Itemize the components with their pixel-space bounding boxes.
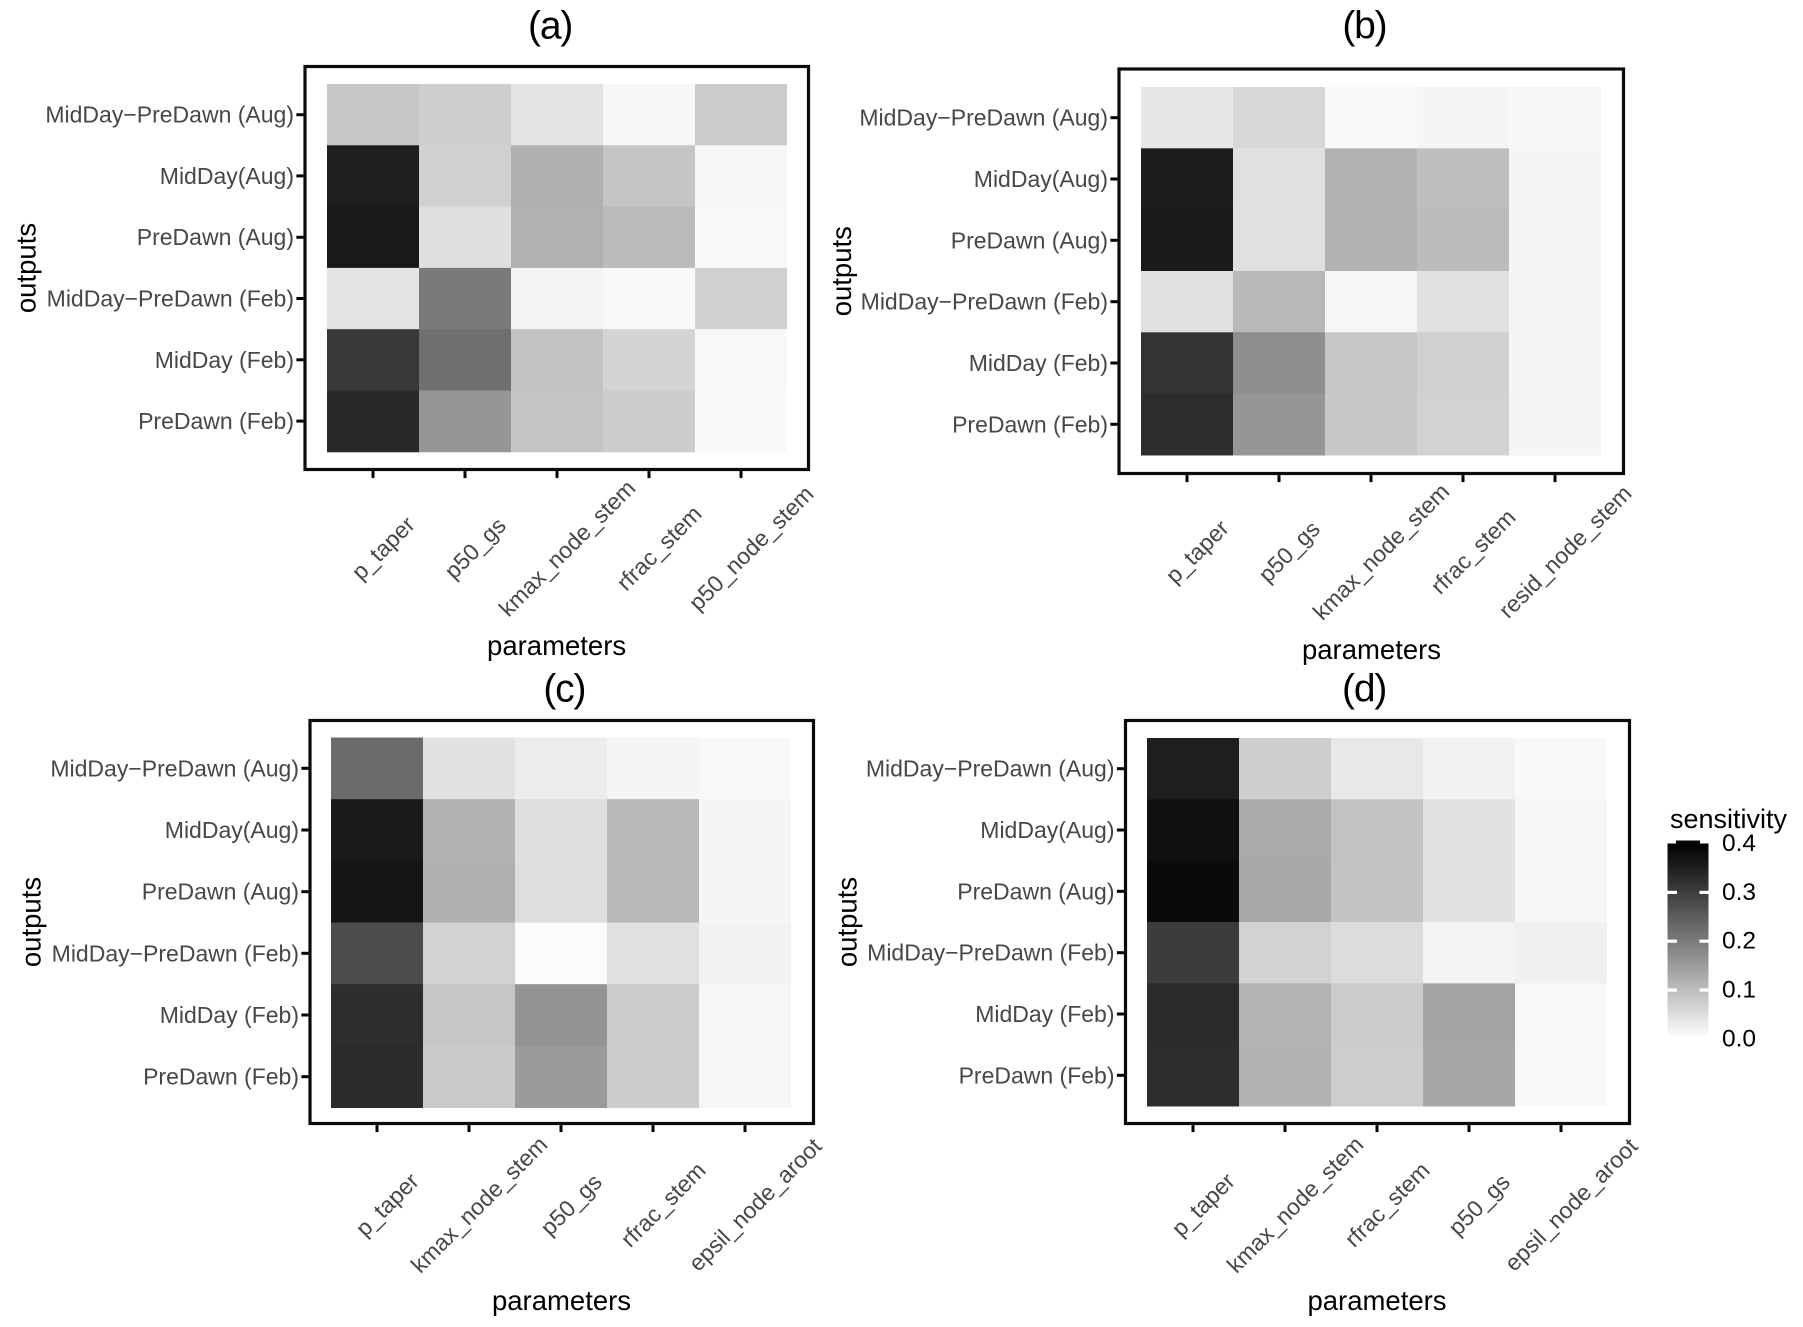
svg-text:MidDay(Aug): MidDay(Aug) bbox=[160, 163, 294, 189]
svg-text:parameters: parameters bbox=[1307, 1285, 1446, 1316]
svg-text:sensitivity: sensitivity bbox=[1670, 804, 1788, 834]
svg-text:parameters: parameters bbox=[487, 630, 626, 661]
svg-text:MidDay−PreDawn (Aug): MidDay−PreDawn (Aug) bbox=[866, 756, 1115, 782]
svg-text:PreDawn (Aug): PreDawn (Aug) bbox=[137, 224, 294, 250]
svg-text:MidDay−PreDawn (Aug): MidDay−PreDawn (Aug) bbox=[45, 102, 294, 128]
svg-text:MidDay (Feb): MidDay (Feb) bbox=[975, 1001, 1114, 1027]
svg-text:MidDay−PreDawn (Aug): MidDay−PreDawn (Aug) bbox=[50, 755, 299, 781]
svg-text:MidDay (Feb): MidDay (Feb) bbox=[969, 350, 1108, 376]
svg-text:MidDay−PreDawn (Feb): MidDay−PreDawn (Feb) bbox=[47, 286, 294, 312]
svg-text:PreDawn (Aug): PreDawn (Aug) bbox=[142, 879, 299, 905]
svg-text:outputs: outputs bbox=[832, 877, 863, 967]
svg-text:0.2: 0.2 bbox=[1722, 928, 1756, 955]
svg-text:PreDawn (Aug): PreDawn (Aug) bbox=[951, 227, 1108, 253]
svg-text:(a): (a) bbox=[528, 5, 572, 48]
svg-text:MidDay−PreDawn (Aug): MidDay−PreDawn (Aug) bbox=[859, 105, 1108, 131]
svg-text:MidDay−PreDawn (Feb): MidDay−PreDawn (Feb) bbox=[52, 940, 299, 966]
svg-text:PreDawn (Feb): PreDawn (Feb) bbox=[143, 1064, 299, 1090]
svg-text:(b): (b) bbox=[1342, 5, 1386, 48]
svg-text:outputs: outputs bbox=[16, 877, 47, 967]
svg-text:parameters: parameters bbox=[1302, 634, 1441, 665]
svg-text:0.0: 0.0 bbox=[1722, 1026, 1756, 1053]
svg-text:(c): (c) bbox=[543, 668, 585, 711]
svg-text:MidDay(Aug): MidDay(Aug) bbox=[980, 817, 1114, 843]
svg-text:PreDawn (Aug): PreDawn (Aug) bbox=[957, 878, 1114, 904]
svg-text:MidDay(Aug): MidDay(Aug) bbox=[974, 166, 1108, 192]
svg-text:MidDay−PreDawn (Feb): MidDay−PreDawn (Feb) bbox=[861, 289, 1108, 315]
svg-text:PreDawn (Feb): PreDawn (Feb) bbox=[952, 411, 1108, 437]
svg-text:MidDay(Aug): MidDay(Aug) bbox=[165, 817, 299, 843]
svg-text:MidDay (Feb): MidDay (Feb) bbox=[155, 347, 294, 373]
svg-text:0.4: 0.4 bbox=[1722, 830, 1756, 857]
svg-text:MidDay−PreDawn (Feb): MidDay−PreDawn (Feb) bbox=[867, 940, 1114, 966]
svg-text:PreDawn (Feb): PreDawn (Feb) bbox=[959, 1062, 1115, 1088]
svg-text:parameters: parameters bbox=[492, 1285, 631, 1316]
svg-text:MidDay (Feb): MidDay (Feb) bbox=[160, 1002, 299, 1028]
svg-text:outputs: outputs bbox=[11, 223, 42, 313]
svg-text:0.3: 0.3 bbox=[1722, 879, 1756, 906]
svg-text:PreDawn (Feb): PreDawn (Feb) bbox=[138, 408, 294, 434]
svg-text:outputs: outputs bbox=[826, 226, 857, 316]
svg-text:0.1: 0.1 bbox=[1722, 977, 1756, 1004]
svg-text:(d): (d) bbox=[1342, 668, 1386, 711]
